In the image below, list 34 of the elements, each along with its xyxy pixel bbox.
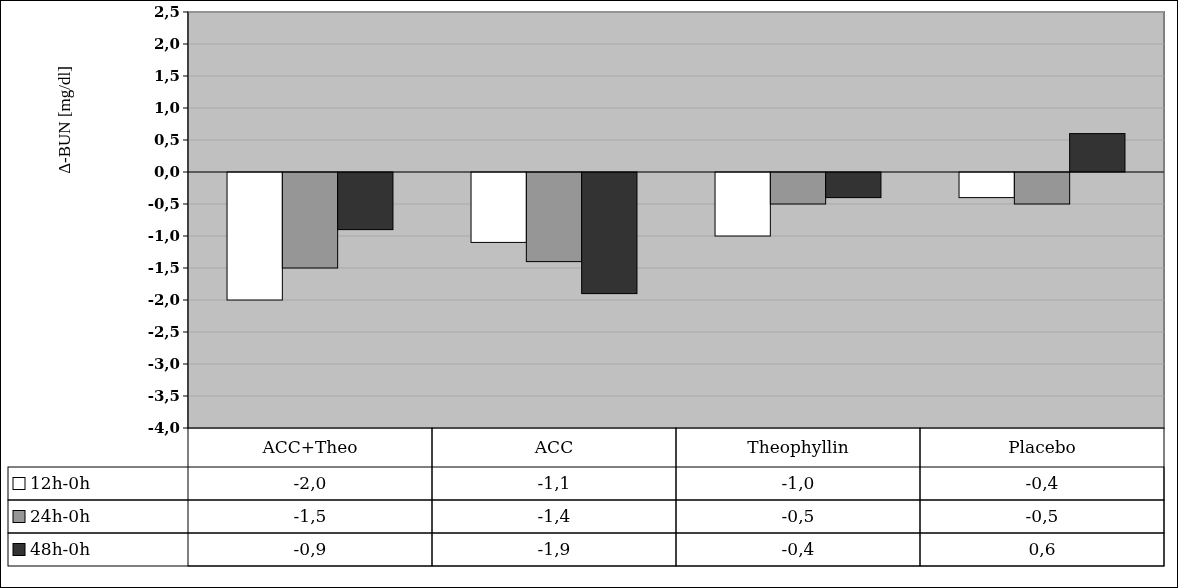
y-tick-label: -3,0 — [147, 355, 180, 374]
data-label: -1,1 — [537, 473, 571, 494]
y-tick-label: 0,5 — [153, 131, 180, 150]
legend-label: 12h-0h — [30, 473, 91, 494]
y-axis-title: Δ-BUN [mg/dl] — [55, 66, 74, 174]
y-tick-label: 1,5 — [153, 67, 180, 86]
y-tick-label: -1,5 — [147, 259, 180, 278]
data-label: -1,5 — [293, 506, 327, 527]
y-tick-label: -0,5 — [147, 195, 180, 214]
y-tick-label: -2,0 — [147, 291, 180, 310]
y-tick-label: 2,0 — [153, 35, 180, 54]
data-label: -0,9 — [293, 539, 327, 560]
data-label: -0,5 — [1025, 506, 1059, 527]
x-tick-label: ACC — [533, 437, 574, 458]
data-label: -2,0 — [293, 473, 327, 494]
y-tick-label: 2,5 — [153, 3, 180, 22]
legend-label: 48h-0h — [30, 539, 91, 560]
data-label: -1,4 — [537, 506, 571, 527]
data-label: -0,4 — [781, 539, 815, 560]
legend-label: 24h-0h — [30, 506, 91, 527]
data-label: -1,0 — [781, 473, 815, 494]
x-tick-label: Placebo — [1008, 437, 1076, 458]
x-tick-label: Theophyllin — [747, 437, 849, 458]
data-label: -0,4 — [1025, 473, 1059, 494]
data-label: 0,6 — [1028, 539, 1056, 560]
y-tick-label: -4,0 — [147, 419, 180, 438]
data-label: -0,5 — [781, 506, 815, 527]
data-label: -1,9 — [537, 539, 571, 560]
y-tick-label: -2,5 — [147, 323, 180, 342]
y-tick-label: 0,0 — [153, 163, 180, 182]
y-tick-label: -1,0 — [147, 227, 180, 246]
y-tick-label: -3,5 — [147, 387, 180, 406]
x-tick-label: ACC+Theo — [261, 437, 358, 458]
y-tick-label: 1,0 — [153, 99, 180, 118]
